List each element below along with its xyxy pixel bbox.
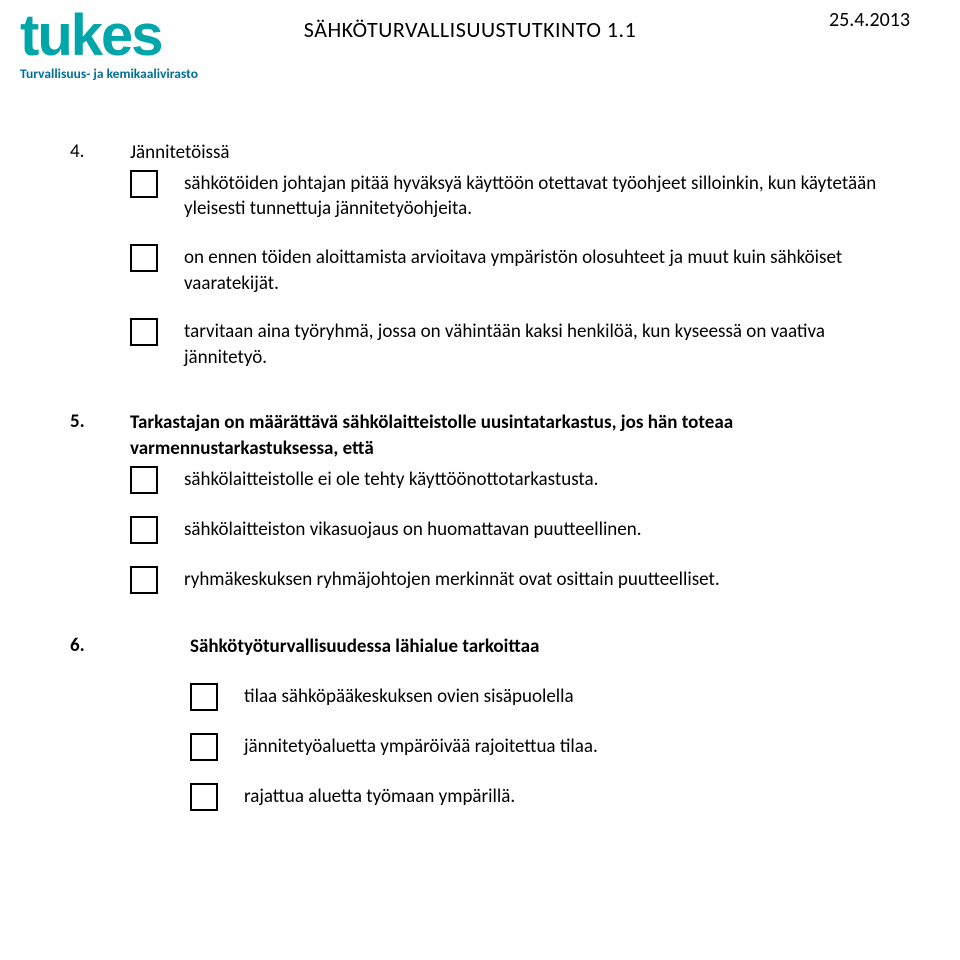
checkbox-icon[interactable] xyxy=(130,466,158,494)
question-option: sähkölaitteistolle ei ole tehty käyttöön… xyxy=(130,466,910,494)
question-stem: Jännitetöissä xyxy=(130,140,230,166)
page-header: tukes Turvallisuus- ja kemikaalivirasto … xyxy=(0,0,960,110)
question-stem: Sähkötyöturvallisuudessa lähialue tarkoi… xyxy=(190,634,539,660)
option-text: sähkölaitteiston vikasuojaus on huomatta… xyxy=(184,516,642,543)
question-number: 6. xyxy=(70,634,130,657)
logo: tukes Turvallisuus- ja kemikaalivirasto xyxy=(20,8,198,82)
question-5: 5. Tarkastajan on määrättävä sähkölaitte… xyxy=(70,410,910,593)
page-date: 25.4.2013 xyxy=(829,8,910,32)
question-option: sähkölaitteiston vikasuojaus on huomatta… xyxy=(130,516,910,544)
question-option: rajattua aluetta työmaan ympärillä. xyxy=(190,783,910,811)
option-text: rajattua aluetta työmaan ympärillä. xyxy=(244,783,515,810)
checkbox-icon[interactable] xyxy=(130,566,158,594)
question-option: sähkötöiden johtajan pitää hyväksyä käyt… xyxy=(130,170,910,222)
checkbox-icon[interactable] xyxy=(130,318,158,346)
option-text: jännitetyöaluetta ympäröivää rajoitettua… xyxy=(244,733,598,760)
logo-subtitle: Turvallisuus- ja kemikaalivirasto xyxy=(20,65,198,82)
question-stem: Tarkastajan on määrättävä sähkölaitteist… xyxy=(130,410,910,461)
checkbox-icon[interactable] xyxy=(190,733,218,761)
content-area: 4. Jännitetöissä sähkötöiden johtajan pi… xyxy=(0,110,960,811)
checkbox-icon[interactable] xyxy=(130,516,158,544)
checkbox-icon[interactable] xyxy=(190,783,218,811)
question-option: tarvitaan aina työryhmä, jossa on vähint… xyxy=(130,318,910,370)
question-number: 4. xyxy=(70,140,130,163)
question-option: on ennen töiden aloittamista arvioitava … xyxy=(130,244,910,296)
checkbox-icon[interactable] xyxy=(130,170,158,198)
question-4: 4. Jännitetöissä sähkötöiden johtajan pi… xyxy=(70,140,910,370)
option-text: sähkötöiden johtajan pitää hyväksyä käyt… xyxy=(184,170,910,222)
option-text: on ennen töiden aloittamista arvioitava … xyxy=(184,244,910,296)
option-text: ryhmäkeskuksen ryhmäjohtojen merkinnät o… xyxy=(184,566,720,593)
option-text: tilaa sähköpääkeskuksen ovien sisäpuolel… xyxy=(244,683,574,710)
checkbox-icon[interactable] xyxy=(190,683,218,711)
question-option: jännitetyöaluetta ympäröivää rajoitettua… xyxy=(190,733,910,761)
question-6: 6. Sähkötyöturvallisuudessa lähialue tar… xyxy=(70,634,910,812)
question-option: tilaa sähköpääkeskuksen ovien sisäpuolel… xyxy=(190,683,910,711)
logo-wordmark: tukes xyxy=(20,8,198,63)
question-number: 5. xyxy=(70,410,130,433)
checkbox-icon[interactable] xyxy=(130,244,158,272)
option-text: sähkölaitteistolle ei ole tehty käyttöön… xyxy=(184,466,598,493)
question-option: ryhmäkeskuksen ryhmäjohtojen merkinnät o… xyxy=(130,566,910,594)
option-text: tarvitaan aina työryhmä, jossa on vähint… xyxy=(184,318,910,370)
